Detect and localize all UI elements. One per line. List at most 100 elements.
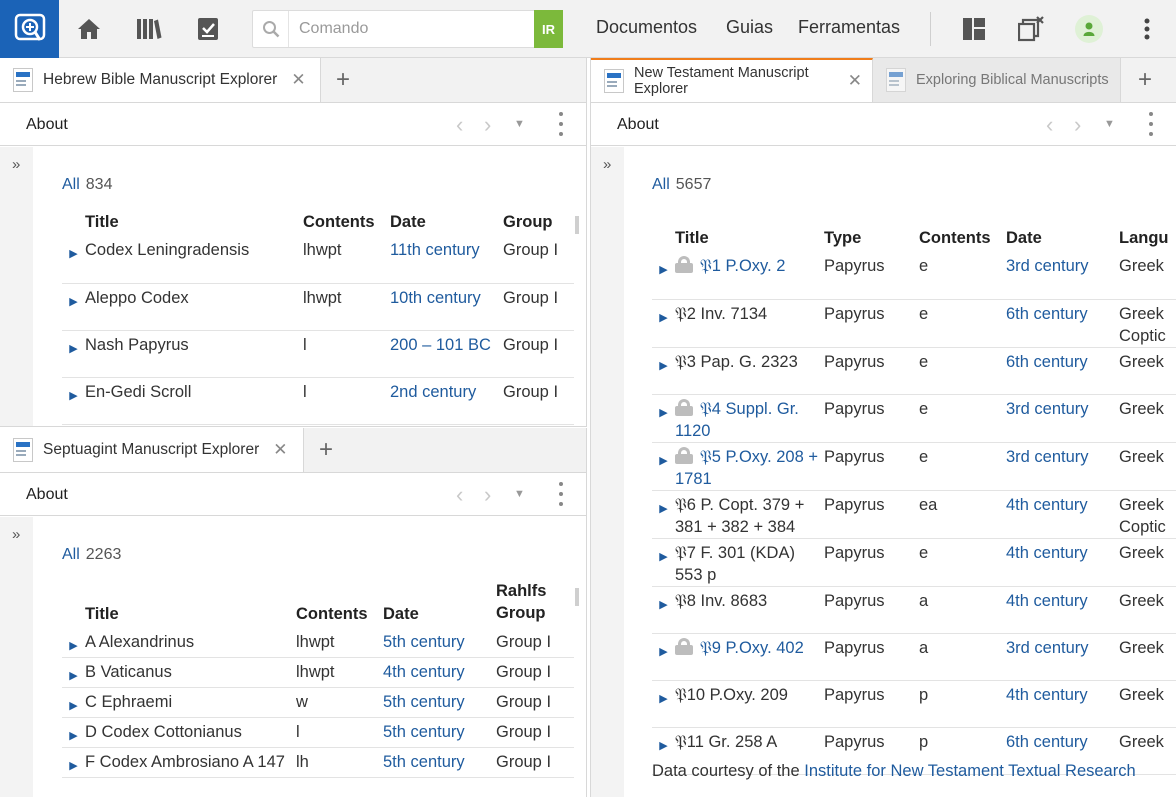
chevron-down-icon[interactable]: ▼ xyxy=(514,488,525,500)
forward-icon[interactable]: › xyxy=(484,482,492,507)
col-rahlfs-group[interactable]: Rahlfs Group xyxy=(496,582,547,622)
col-date[interactable]: Date xyxy=(383,605,419,623)
manuscript-title[interactable]: C Ephraemi xyxy=(85,687,296,718)
expand-row-icon[interactable]: ▶ xyxy=(652,252,675,300)
close-icon[interactable]: ✕ xyxy=(291,70,306,89)
expand-row-icon[interactable]: ▶ xyxy=(62,657,85,688)
tab-hebrew-explorer[interactable]: Hebrew Bible Manuscript Explorer ✕ xyxy=(0,58,321,102)
app-logo-icon[interactable] xyxy=(0,0,59,58)
table-row[interactable]: ▶ F Codex Ambrosiano A 147 lh 5th century Gr… xyxy=(62,747,574,778)
expand-sidebar-icon[interactable]: » xyxy=(12,526,21,543)
expand-row-icon[interactable]: ▶ xyxy=(652,347,675,395)
table-row[interactable]: ▶ 𝔓10 P.Oxy. 209 Papyrus p 4th century Greek xyxy=(652,680,1176,728)
col-contents[interactable]: Contents xyxy=(919,229,991,247)
manuscript-date[interactable]: 3rd century xyxy=(1006,252,1119,300)
expand-row-icon[interactable]: ▶ xyxy=(62,747,85,778)
back-icon[interactable]: ‹ xyxy=(1046,112,1054,137)
scrollbar[interactable] xyxy=(575,216,579,234)
table-row[interactable]: ▶ 𝔓2 Inv. 7134 Papyrus e 6th century Greek Co… xyxy=(652,299,1176,348)
manuscript-date[interactable]: 2nd century xyxy=(390,377,503,425)
manuscript-title[interactable]: 𝔓5 P.Oxy. 208 + 1781 xyxy=(675,442,824,491)
chevron-down-icon[interactable]: ▼ xyxy=(1104,118,1115,130)
col-title[interactable]: Title xyxy=(85,605,119,623)
table-row[interactable]: ▶ 𝔓6 P. Copt. 379 + 381 + 382 + 384 Papyru… xyxy=(652,490,1176,539)
go-button[interactable]: IR xyxy=(534,10,563,48)
table-row[interactable]: ▶ C Ephraemi w 5th century Group I xyxy=(62,687,574,718)
more-vert-icon[interactable] xyxy=(1118,0,1176,58)
manuscript-date[interactable]: 6th century xyxy=(1006,347,1119,395)
layout-icon[interactable] xyxy=(945,0,1003,58)
col-title[interactable]: Title xyxy=(675,229,709,247)
manuscript-title[interactable]: 𝔓2 Inv. 7134 xyxy=(675,299,824,348)
filter-all-link[interactable]: All xyxy=(62,176,80,193)
expand-row-icon[interactable]: ▶ xyxy=(652,586,675,634)
manuscript-title[interactable]: B Vaticanus xyxy=(85,657,296,688)
expand-row-icon[interactable]: ▶ xyxy=(652,633,675,681)
manuscript-title[interactable]: 𝔓8 Inv. 8683 xyxy=(675,586,824,634)
table-row[interactable]: ▶ A Alexandrinus lhwpt 5th century Group I xyxy=(62,628,574,658)
expand-row-icon[interactable]: ▶ xyxy=(652,394,675,443)
more-vert-icon[interactable] xyxy=(1147,112,1155,136)
more-vert-icon[interactable] xyxy=(557,482,565,506)
forward-icon[interactable]: › xyxy=(484,112,492,137)
manuscript-title[interactable]: Nash Papyrus xyxy=(85,330,303,378)
col-language[interactable]: Langu xyxy=(1119,229,1169,247)
table-row[interactable]: ▶ 𝔓11 Gr. 258 A Papyrus p 6th century Greek xyxy=(652,727,1176,775)
col-type[interactable]: Type xyxy=(824,229,862,247)
manuscript-title[interactable]: Aleppo Codex xyxy=(85,283,303,331)
tab-nt-explorer[interactable]: New Testament Manuscript Explorer ✕ xyxy=(591,58,873,102)
table-row[interactable]: ▶ B Vaticanus lhwpt 4th century Group I xyxy=(62,657,574,688)
manuscript-date[interactable]: 11th century xyxy=(390,236,503,284)
chevron-down-icon[interactable]: ▼ xyxy=(514,118,525,130)
table-row[interactable]: ▶ 𝔓8 Inv. 8683 Papyrus a 4th century Greek xyxy=(652,586,1176,634)
scrollbar[interactable] xyxy=(575,588,579,606)
expand-row-icon[interactable]: ▶ xyxy=(62,377,85,425)
library-icon[interactable] xyxy=(120,0,178,58)
manuscript-title[interactable]: 𝔓6 P. Copt. 379 + 381 + 382 + 384 xyxy=(675,490,824,539)
add-tab-icon[interactable]: + xyxy=(318,436,333,463)
manuscript-date[interactable]: 6th century xyxy=(1006,299,1119,348)
table-row[interactable]: ▶ 𝔓7 F. 301 (KDA) 553 p Papyrus e 4th centur… xyxy=(652,538,1176,587)
tab-septuagint-explorer[interactable]: Septuagint Manuscript Explorer ✕ xyxy=(0,428,304,472)
manuscript-date[interactable]: 10th century xyxy=(390,283,503,331)
col-date[interactable]: Date xyxy=(390,213,426,231)
manuscript-date[interactable]: 5th century xyxy=(383,717,496,748)
col-contents[interactable]: Contents xyxy=(303,213,375,231)
forward-icon[interactable]: › xyxy=(1074,112,1082,137)
manuscript-date[interactable]: 4th century xyxy=(1006,538,1119,587)
menu-documents[interactable]: Documentos xyxy=(596,17,698,37)
about-link[interactable]: About xyxy=(26,116,68,133)
manuscript-date[interactable]: 4th century xyxy=(1006,490,1119,539)
table-row[interactable]: ▶ Nash Papyrus l 200 – 101 BC Group I xyxy=(62,330,574,378)
filter-all-link[interactable]: All xyxy=(652,176,670,193)
table-row[interactable]: ▶ 𝔓5 P.Oxy. 208 + 1781 Papyrus e 3rd century… xyxy=(652,442,1176,491)
expand-row-icon[interactable]: ▶ xyxy=(652,490,675,539)
expand-row-icon[interactable]: ▶ xyxy=(62,687,85,718)
user-status-icon[interactable] xyxy=(1060,0,1118,58)
manuscript-title[interactable]: 𝔓11 Gr. 258 A xyxy=(675,727,824,775)
manuscript-title[interactable]: 𝔓9 P.Oxy. 402 xyxy=(675,633,824,681)
manuscript-date[interactable]: 200 – 101 BC xyxy=(390,330,503,378)
table-row[interactable]: ▶ 𝔓4 Suppl. Gr. 1120 Papyrus e 3rd century Gr… xyxy=(652,394,1176,443)
expand-sidebar-icon[interactable]: » xyxy=(603,156,612,173)
manuscript-title[interactable]: A Alexandrinus xyxy=(85,628,296,658)
manuscript-date[interactable]: 4th century xyxy=(383,657,496,688)
home-icon[interactable] xyxy=(60,0,118,58)
table-row[interactable]: ▶ Codex Leningradensis lhwpt 11th century Gr… xyxy=(62,236,574,284)
expand-sidebar-icon[interactable]: » xyxy=(12,156,21,173)
manuscript-date[interactable]: 5th century xyxy=(383,687,496,718)
col-date[interactable]: Date xyxy=(1006,229,1042,247)
expand-row-icon[interactable]: ▶ xyxy=(62,236,85,284)
expand-row-icon[interactable]: ▶ xyxy=(652,727,675,775)
back-icon[interactable]: ‹ xyxy=(456,482,464,507)
col-contents[interactable]: Contents xyxy=(296,605,368,623)
close-icon[interactable]: ✕ xyxy=(273,440,288,459)
credit-link[interactable]: Institute for New Testament Textual Rese… xyxy=(804,762,1136,780)
table-row[interactable]: ▶ 𝔓1 P.Oxy. 2 Papyrus e 3rd century Greek xyxy=(652,252,1176,300)
close-panels-icon[interactable] xyxy=(1002,0,1060,58)
manuscript-title[interactable]: D Codex Cottonianus xyxy=(85,717,296,748)
checklist-icon[interactable] xyxy=(179,0,237,58)
add-tab-icon[interactable]: + xyxy=(1137,66,1152,93)
menu-tools[interactable]: Ferramentas xyxy=(798,17,901,37)
manuscript-title[interactable]: F Codex Ambrosiano A 147 xyxy=(85,747,296,778)
